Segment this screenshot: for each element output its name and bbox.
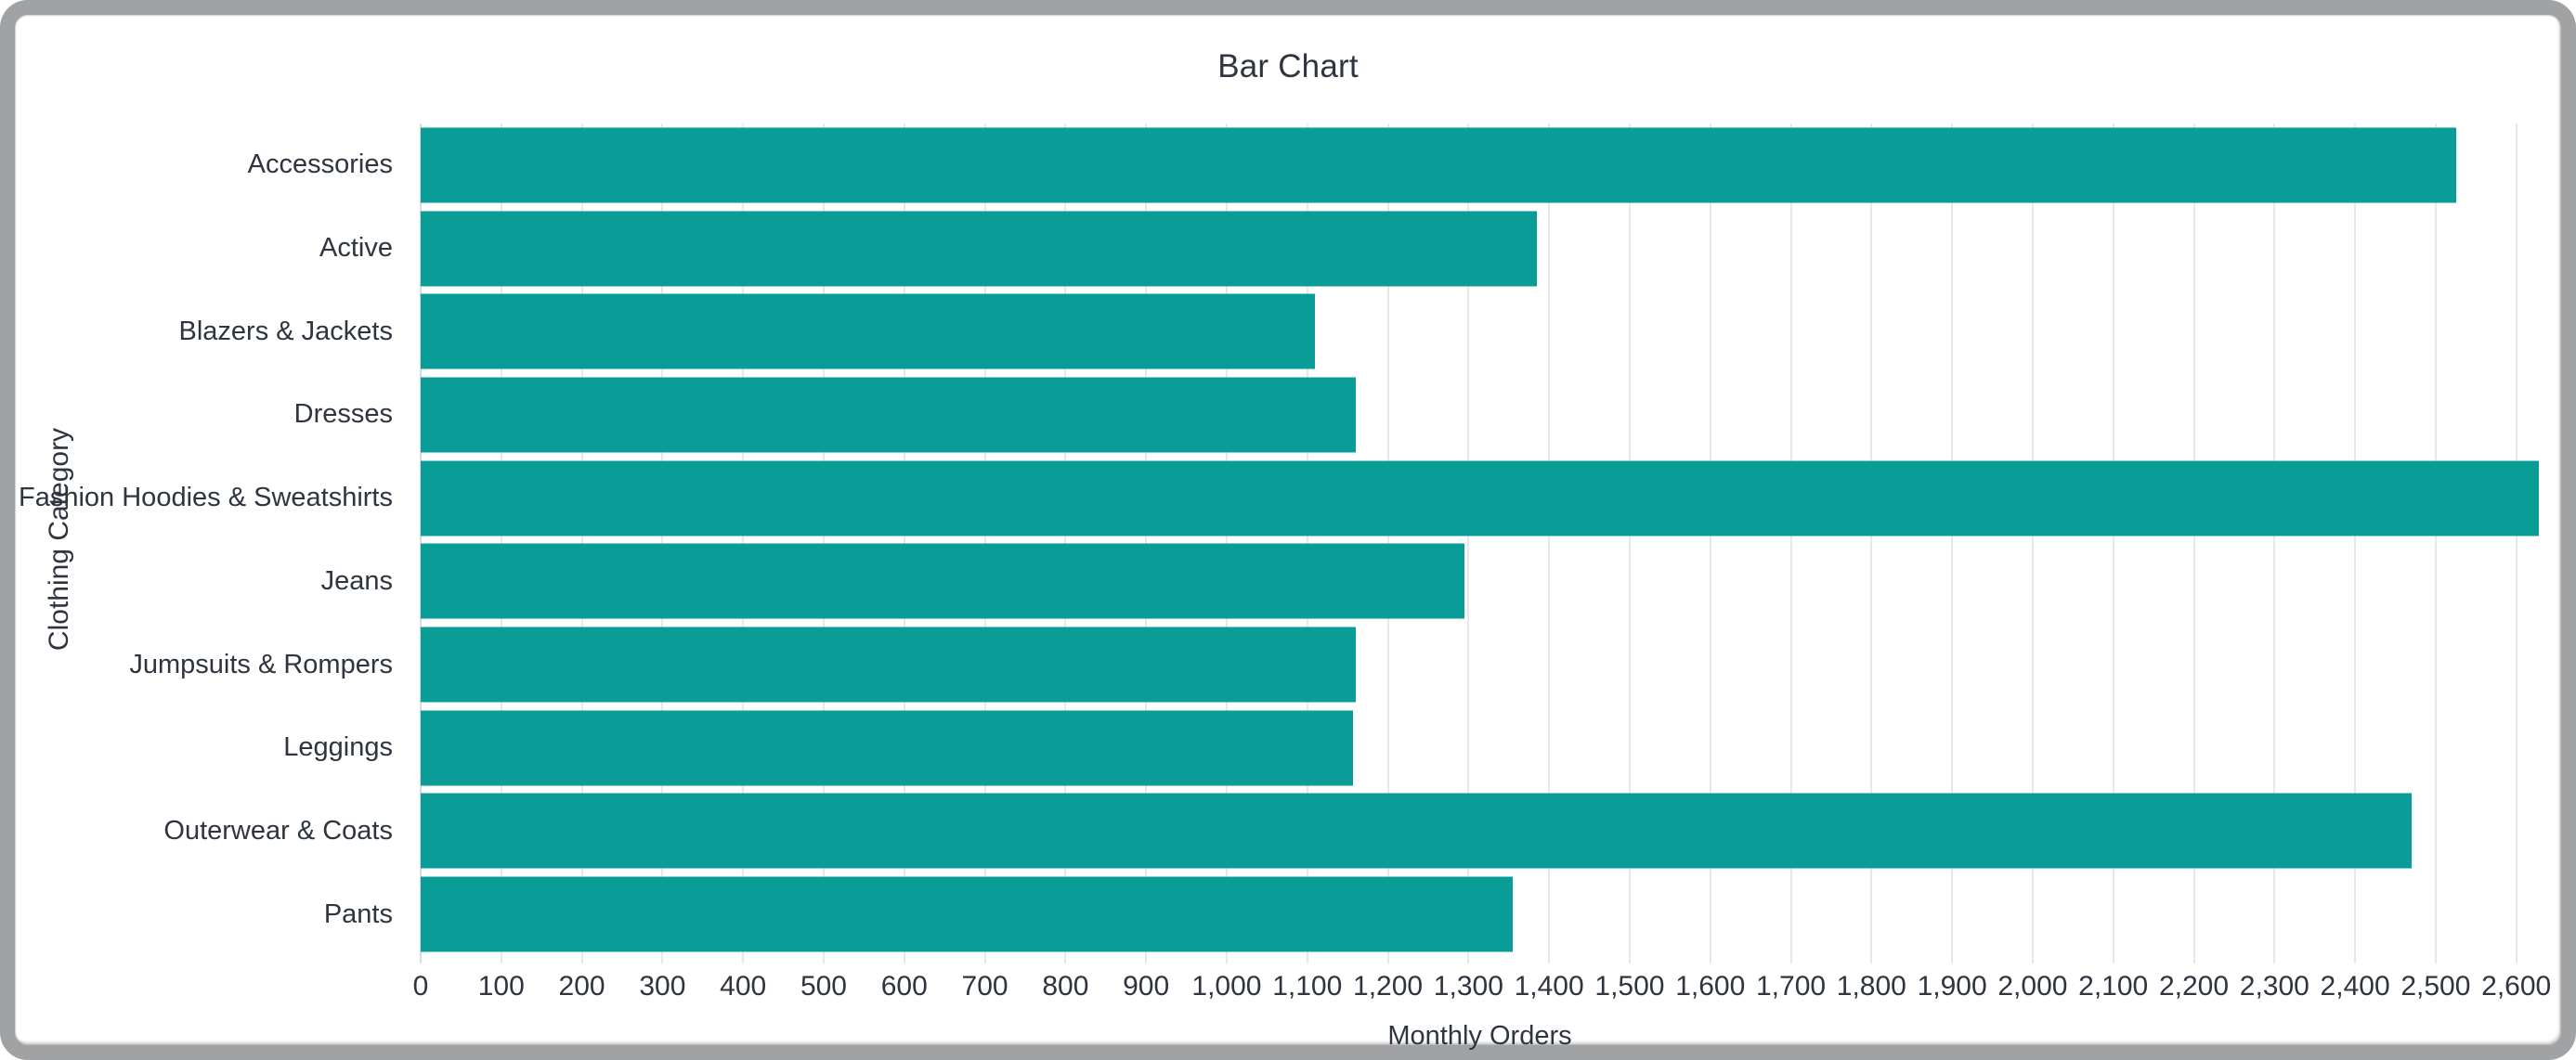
x-tick-label: 2,600	[2481, 971, 2552, 1002]
x-tick-label: 1,200	[1353, 971, 1424, 1002]
gridline	[2434, 123, 2437, 963]
y-axis-label: Accessories	[247, 149, 393, 180]
bar-outerwear-coats	[421, 793, 2412, 869]
bar-row	[421, 290, 2539, 373]
x-tick-label: 500	[800, 971, 847, 1002]
y-axis-label: Jeans	[320, 565, 393, 596]
x-tick-label: 1,500	[1594, 971, 1665, 1002]
bar-active	[421, 211, 1538, 287]
gridline	[1870, 123, 1873, 963]
x-tick-label: 1,700	[1755, 971, 1827, 1002]
gridline	[1386, 123, 1389, 963]
y-axis-label: Outerwear & Coats	[163, 815, 393, 846]
gridline	[1225, 123, 1228, 963]
gridline	[1548, 123, 1551, 963]
x-tick-label: 800	[1042, 971, 1089, 1002]
x-tick-label: 1,000	[1191, 971, 1262, 1002]
y-axis-label: Blazers & Jackets	[178, 316, 393, 346]
y-axis-label: Jumpsuits & Rompers	[129, 649, 393, 679]
x-tick-label: 1,400	[1514, 971, 1584, 1002]
x-tick-label: 2,500	[2400, 971, 2471, 1002]
gridline	[2515, 123, 2517, 963]
x-tick-label: 300	[639, 971, 686, 1002]
x-axis-title: Monthly Orders	[1387, 1021, 1572, 1051]
y-axis-label: Leggings	[283, 732, 393, 763]
gridline	[2273, 123, 2276, 963]
bar-row	[421, 457, 2539, 540]
bar-blazers-jackets	[421, 293, 1316, 369]
x-tick-label: 400	[720, 971, 767, 1002]
x-tick-label: 2,400	[2320, 971, 2390, 1002]
bar-accessories	[421, 127, 2456, 203]
bar-row	[421, 706, 2539, 790]
bar-pants	[421, 876, 1514, 952]
x-tick-label: 2,200	[2158, 971, 2230, 1002]
gridline	[1709, 123, 1711, 963]
y-axis-label: Active	[319, 233, 393, 264]
x-tick-label: 2,300	[2239, 971, 2309, 1002]
gridline	[500, 123, 502, 963]
gridline	[983, 123, 986, 963]
bar-dresses	[421, 377, 1356, 453]
gridline	[1951, 123, 1954, 963]
gridline	[580, 123, 583, 963]
bar-row	[421, 207, 2539, 291]
y-axis-label: Dresses	[293, 399, 393, 430]
y-axis-label: Pants	[323, 898, 393, 929]
gridline	[1467, 123, 1470, 963]
y-axis-line	[420, 123, 422, 963]
gridline	[2192, 123, 2195, 963]
gridline	[1628, 123, 1631, 963]
bar-jumpsuits-rompers	[421, 627, 1356, 703]
bar-leggings	[421, 710, 1354, 786]
x-tick-label: 1,800	[1836, 971, 1906, 1002]
x-tick-label: 1,300	[1433, 971, 1503, 1002]
x-tick-label: 2,000	[1997, 971, 2068, 1002]
gridline	[1145, 123, 1148, 963]
gridline	[2031, 123, 2034, 963]
gridline	[742, 123, 745, 963]
bar-row	[421, 873, 2539, 956]
bar-row	[421, 540, 2539, 624]
x-tick-label: 100	[477, 971, 525, 1002]
gridline	[1306, 123, 1308, 963]
x-tick-label: 0	[412, 971, 429, 1002]
bar-row	[421, 790, 2539, 873]
x-tick-label: 900	[1123, 971, 1170, 1002]
gridline	[1064, 123, 1067, 963]
y-axis-labels: Accessories Active Blazers & Jackets Dresse…	[19, 123, 421, 956]
gridline	[2112, 123, 2114, 963]
x-tick-label: 700	[961, 971, 1008, 1002]
bar-row	[421, 623, 2539, 706]
x-tick-label: 600	[880, 971, 928, 1002]
bar-fashion-hoodies-sweatshirts	[421, 460, 2539, 536]
bar-row	[421, 373, 2539, 457]
chart-title: Bar Chart	[1217, 48, 1359, 84]
x-axis-ticks: 0 100 200 300 400 500 600 700 800 900 1,000 1,100 1,…	[413, 971, 2552, 1008]
x-tick-label: 2,100	[2078, 971, 2149, 1002]
gridline	[903, 123, 905, 963]
gridline	[822, 123, 825, 963]
gridline	[661, 123, 664, 963]
x-tick-label: 1,900	[1917, 971, 1987, 1002]
y-axis-label: Fashion Hoodies & Sweatshirts	[19, 483, 393, 513]
bar-jeans	[421, 543, 1464, 619]
bar-rows	[421, 123, 2539, 956]
bar-row	[421, 123, 2539, 207]
gridline	[1789, 123, 1792, 963]
plot-area	[420, 123, 2539, 963]
x-tick-label: 1,100	[1272, 971, 1343, 1002]
x-tick-label: 200	[558, 971, 605, 1002]
x-tick-label: 1,600	[1675, 971, 1746, 1002]
gridline	[2354, 123, 2357, 963]
